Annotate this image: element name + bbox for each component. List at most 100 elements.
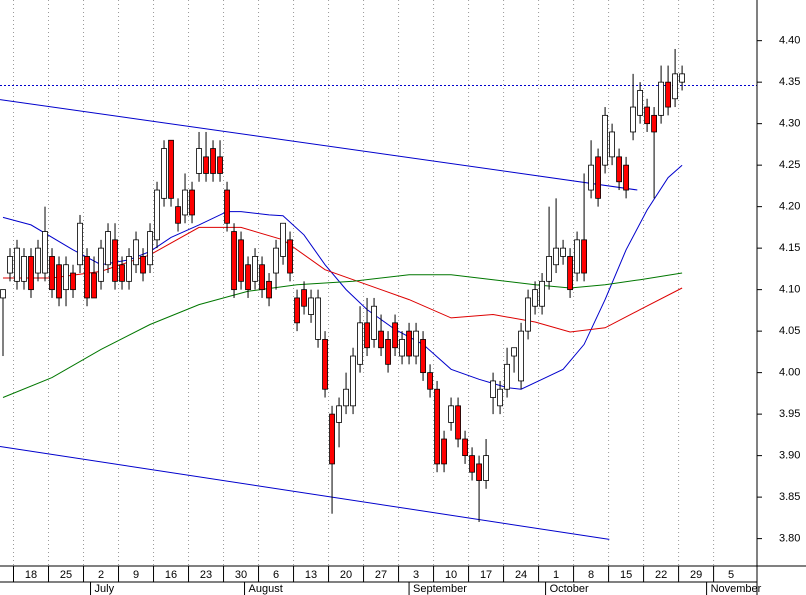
y-tick-label: 4.25 [779,159,800,171]
candle-body [441,438,447,465]
x-tick-label: 30 [235,569,247,581]
candle-body [266,280,272,299]
month-label: September [413,583,467,595]
candle-body [140,256,146,274]
candle-body [175,206,181,224]
y-tick-label: 3.80 [779,533,800,545]
y-tick-label: 3.85 [779,491,800,503]
x-tick-label: 22 [655,569,667,581]
candle-body [7,256,13,274]
candle-body [371,305,377,340]
candle-body [63,264,69,291]
candle-body [252,256,258,282]
candle-body [672,73,678,100]
candle-body [308,297,314,315]
candle-body [294,297,300,324]
candle-body [455,405,461,440]
candle-body [406,330,412,357]
x-tick-label: 29 [690,569,702,581]
candle-body [651,114,657,133]
candle-body [616,156,622,183]
candle-body [42,231,48,274]
candle-body [126,256,132,282]
x-tick-label: 8 [588,569,594,581]
x-tick-label: 3 [413,569,419,581]
x-tick-label: 17 [480,569,492,581]
candle-body [217,156,223,174]
candle-body [504,363,510,390]
x-tick-label: 10 [445,569,457,581]
candle-body [182,189,188,216]
y-tick-label: 4.20 [779,201,800,213]
candle-body [301,289,307,307]
moving-average [2,272,683,398]
candle-body [476,463,482,481]
x-tick-label: 5 [728,569,734,581]
candle-body [595,156,601,199]
candle-body [0,289,6,299]
candle-body [168,139,174,199]
candle-body [511,347,517,357]
y-tick-label: 4.10 [779,284,800,296]
candle-body [427,372,433,390]
candle-body [56,264,62,299]
candle-body [35,247,41,274]
candle-body [483,455,489,481]
candle-body [525,297,531,332]
candle-body [567,256,573,291]
x-tick-label: 27 [375,569,387,581]
y-tick-label: 4.05 [779,325,800,337]
candle-body [105,231,111,266]
y-tick-label: 4.00 [779,367,800,379]
x-tick-label: 1 [553,569,559,581]
x-tick-label: 2 [98,569,104,581]
candle-body [630,106,636,133]
candle-body [644,106,650,125]
month-label: October [550,583,589,595]
candle-body [98,247,104,282]
y-tick-label: 4.30 [779,118,800,130]
candle-body [196,148,202,174]
candle-body [658,81,664,116]
candle-body [70,272,76,291]
x-tick-label: 15 [620,569,632,581]
candle-body [385,339,391,365]
candle-body [210,148,216,174]
candle-body [546,256,552,282]
month-label: November [711,583,762,595]
x-tick-label: 13 [305,569,317,581]
candle-body [49,256,55,291]
x-tick-label: 16 [165,569,177,581]
y-tick-label: 4.40 [779,35,800,47]
candle-body [259,264,265,291]
candle-body [14,247,20,282]
x-tick-label: 24 [515,569,527,581]
plot-area [0,48,757,540]
candle-body [609,131,615,158]
candle-body [553,247,559,266]
candle-body [154,189,160,241]
candle-body [21,256,27,282]
candle-body [357,322,363,365]
candle-body [91,272,97,299]
candle-body [350,355,356,407]
candle-body [399,339,405,357]
candle-body [434,388,440,465]
candle-body [392,322,398,349]
candle-body [161,148,167,199]
candle-body [413,330,419,357]
candle-body [147,231,153,266]
candle-body [420,339,426,374]
candle-body [364,322,370,349]
y-tick-label: 3.95 [779,408,800,420]
candle-body [77,222,83,266]
trend-line [0,99,638,191]
x-tick-label: 6 [273,569,279,581]
candle-body [189,189,195,216]
y-tick-label: 4.15 [779,242,800,254]
candle-body [133,239,139,266]
candle-body [623,164,629,191]
candle-body [112,239,118,282]
candle-body [287,239,293,274]
